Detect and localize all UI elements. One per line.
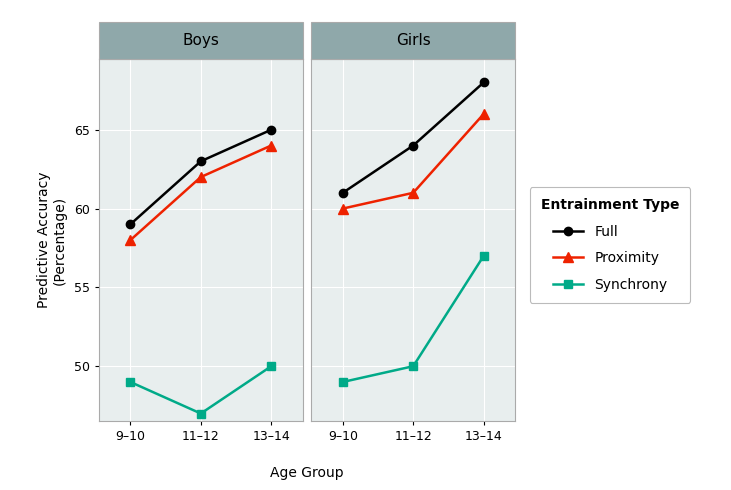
Proximity [338,206,347,212]
Text: Age Group: Age Group [270,466,344,480]
Line: Full: Full [126,125,276,228]
Y-axis label: Predictive Accuracy
(Percentage): Predictive Accuracy (Percentage) [37,172,67,308]
Proximity [409,190,417,196]
Full [480,79,488,85]
Full [409,143,417,148]
Full [197,158,205,164]
Line: Proximity: Proximity [338,109,488,214]
Line: Synchrony: Synchrony [338,252,488,386]
Synchrony [126,379,135,385]
Synchrony [267,363,276,369]
Full [267,127,276,133]
Proximity [197,174,205,180]
Synchrony [409,363,417,369]
Text: Boys: Boys [182,33,219,48]
Proximity [480,111,488,117]
Proximity [267,143,276,148]
Text: Girls: Girls [396,33,431,48]
Legend: Full, Proximity, Synchrony: Full, Proximity, Synchrony [529,187,690,303]
Synchrony [338,379,347,385]
Proximity [126,237,135,243]
Line: Synchrony: Synchrony [126,362,276,417]
Line: Full: Full [338,78,488,197]
Line: Proximity: Proximity [126,141,276,245]
Full [126,221,135,227]
Full [338,190,347,196]
Synchrony [197,411,205,416]
Synchrony [480,253,488,259]
